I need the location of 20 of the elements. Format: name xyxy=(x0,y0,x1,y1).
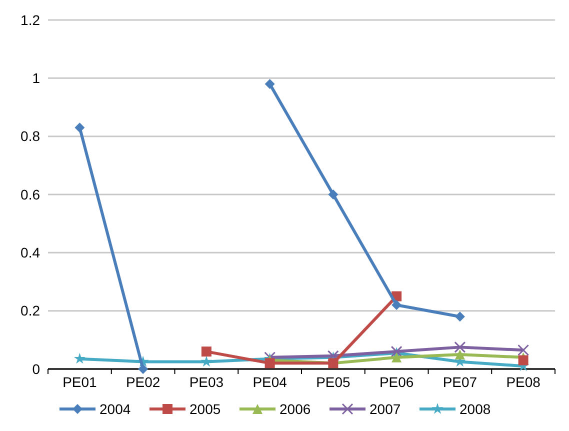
x-tick-label: PE01 xyxy=(62,374,98,390)
legend-label: 2007 xyxy=(370,400,401,417)
y-tick-label: 1 xyxy=(32,70,40,86)
legend-label: 2006 xyxy=(280,400,311,417)
y-tick-label: 0.2 xyxy=(20,302,40,319)
x-tick-label: PE07 xyxy=(442,374,478,390)
y-tick-label: 0.4 xyxy=(20,244,40,261)
legend-label: 2008 xyxy=(460,400,491,417)
x-tick-label: PE05 xyxy=(316,374,351,390)
x-tick-label: PE03 xyxy=(189,374,224,390)
y-tick-label: 0.8 xyxy=(20,128,40,144)
legend-label: 2005 xyxy=(190,400,221,417)
y-tick-label: 1.2 xyxy=(20,12,40,28)
y-tick-label: 0 xyxy=(32,360,40,377)
y-tick-label: 0.6 xyxy=(20,186,40,202)
x-tick-label: PE02 xyxy=(126,374,160,390)
x-tick-label: PE06 xyxy=(379,374,414,390)
x-tick-label: PE08 xyxy=(506,374,541,390)
legend-label: 2004 xyxy=(100,400,131,417)
x-tick-label: PE04 xyxy=(252,374,288,390)
